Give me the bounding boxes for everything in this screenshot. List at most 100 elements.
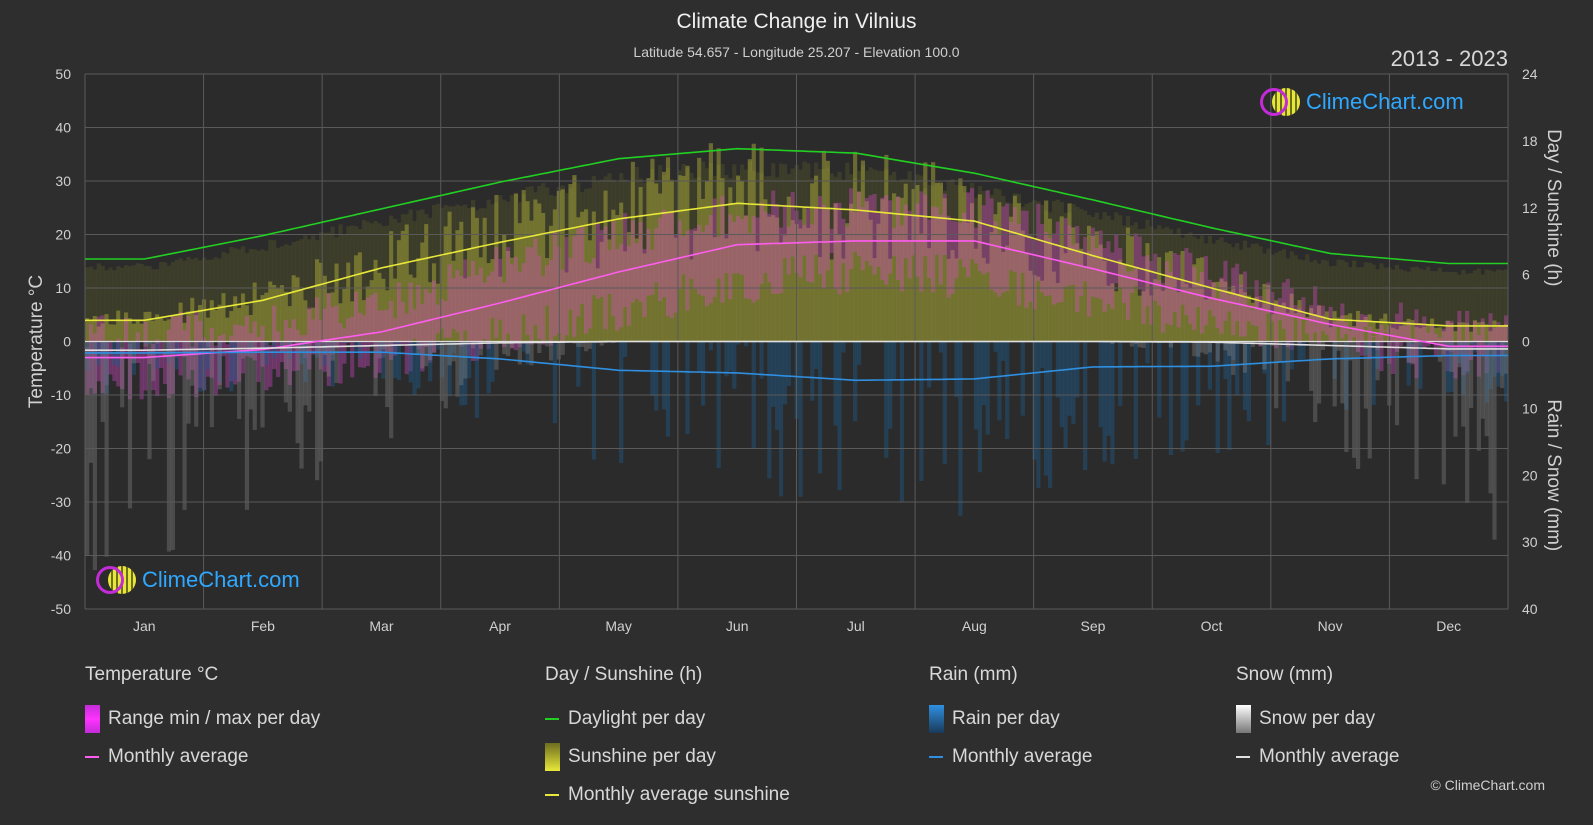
rain-bar <box>1449 341 1454 393</box>
temp-range-bar <box>420 303 425 372</box>
snow-bar <box>1309 341 1314 391</box>
daylight-bar <box>1336 259 1341 342</box>
rain-bar <box>938 341 943 353</box>
temp-range-bar <box>1344 322 1349 335</box>
temp-range-bar <box>646 229 651 296</box>
sunshine-bar <box>221 293 226 342</box>
snow-bar <box>1375 341 1380 381</box>
snow-bar <box>1352 341 1357 458</box>
logo-bottom[interactable]: ClimeChart.com <box>96 566 300 594</box>
sunshine-bar <box>334 263 339 342</box>
rain-bar <box>1005 341 1010 440</box>
temp-range-bar <box>552 231 558 337</box>
temp-range-bar <box>435 304 441 334</box>
snow-bar <box>548 341 554 361</box>
sunshine-bar <box>915 184 920 342</box>
sunshine-bar <box>872 258 877 342</box>
rain-bar <box>771 341 776 407</box>
temp-range-bar <box>408 282 413 372</box>
daylight-bar <box>595 181 600 342</box>
temp-range-bar <box>318 319 324 370</box>
y-right-bottom-tick-label: 20 <box>1522 467 1538 483</box>
sunshine-bar <box>1496 326 1501 342</box>
temp-range-bar <box>619 243 624 328</box>
sunshine-bar <box>451 260 456 342</box>
daylight-bar <box>1414 266 1419 342</box>
rain-bar <box>1196 341 1201 406</box>
rain-bar <box>732 341 737 389</box>
temp-range-bar <box>127 343 133 400</box>
temp-range-bar <box>1122 263 1127 303</box>
sunshine-bar <box>486 263 491 342</box>
temp-range-bar <box>700 231 706 297</box>
sunshine-bar <box>806 227 811 342</box>
sunshine-bar <box>400 230 405 342</box>
sunshine-bar <box>1215 281 1220 342</box>
rain-bar <box>1044 341 1049 476</box>
sunshine-bar <box>595 268 600 342</box>
sunshine-bar <box>1332 311 1337 342</box>
temp-range-bar <box>350 316 355 378</box>
rain-bar <box>1102 341 1107 462</box>
daylight-bar <box>1359 266 1365 342</box>
temp-range-bar <box>1277 298 1283 321</box>
sunshine-bar <box>1223 281 1228 342</box>
snow-bar <box>1250 341 1255 348</box>
sunshine-bar <box>178 302 183 342</box>
rain-bar <box>685 341 690 434</box>
snow-bar <box>1141 341 1146 348</box>
temp-range-bar <box>782 204 788 258</box>
daylight-swatch <box>545 718 559 720</box>
temp-range-bar <box>599 229 604 297</box>
daylight-bar <box>1246 247 1251 342</box>
snow-bar <box>1215 341 1220 362</box>
y-left-axis-title: Temperature °C <box>26 275 47 408</box>
temp-range-bar <box>155 339 160 397</box>
temp-range-bar <box>490 271 495 318</box>
sunshine-bar <box>1328 327 1333 342</box>
sunshine-bar <box>443 226 448 342</box>
rain-bar <box>1067 341 1072 416</box>
sunshine-bar <box>377 272 382 342</box>
sunshine-bar <box>174 314 179 342</box>
sunshine-bar <box>1008 216 1014 342</box>
sunshine-bar <box>1262 283 1267 342</box>
snow-bar <box>1344 341 1349 453</box>
daylight-bar <box>829 173 834 342</box>
temp-range-bar <box>817 196 823 275</box>
chart-title: Climate Change in Vilnius <box>676 10 917 33</box>
x-tick-label: Feb <box>251 618 275 634</box>
daylight-bar <box>1406 271 1411 342</box>
snow-bar <box>104 341 109 557</box>
sunshine-bar <box>763 199 768 342</box>
daylight-bar <box>1437 267 1443 342</box>
sunshine-bar <box>591 211 597 342</box>
temp-range-bar <box>728 214 733 300</box>
daylight-bar <box>1492 271 1497 342</box>
sunshine-bar <box>295 277 300 342</box>
sunshine-bar <box>513 193 519 342</box>
sunshine-bar <box>545 258 550 342</box>
snow-bar <box>1313 341 1318 423</box>
snow-bar <box>315 341 320 481</box>
temp-range-bar <box>1293 305 1298 318</box>
rain-bar <box>899 341 905 503</box>
temp-range-bar <box>708 214 713 304</box>
temp-range-bar <box>806 208 811 282</box>
sunshine-bar <box>470 207 476 342</box>
temp-range-bar <box>1001 206 1006 293</box>
daylight-bar <box>1258 246 1263 342</box>
sunshine-bar <box>311 307 316 342</box>
logo-top[interactable]: ClimeChart.com <box>1260 88 1464 116</box>
rain-bar <box>1098 341 1103 428</box>
sunshine-bar <box>716 148 721 342</box>
temp-range-bar <box>1016 223 1021 306</box>
y-right-top-tick-label: 18 <box>1522 133 1538 149</box>
temp-range-bar <box>1059 246 1064 303</box>
daylight-bar <box>1363 262 1368 342</box>
sunshine-bar <box>537 203 542 342</box>
sunshine-bar <box>927 248 932 342</box>
rain-bar <box>1036 341 1041 488</box>
rain-bar <box>342 341 347 344</box>
sunshine-bar <box>810 183 815 342</box>
